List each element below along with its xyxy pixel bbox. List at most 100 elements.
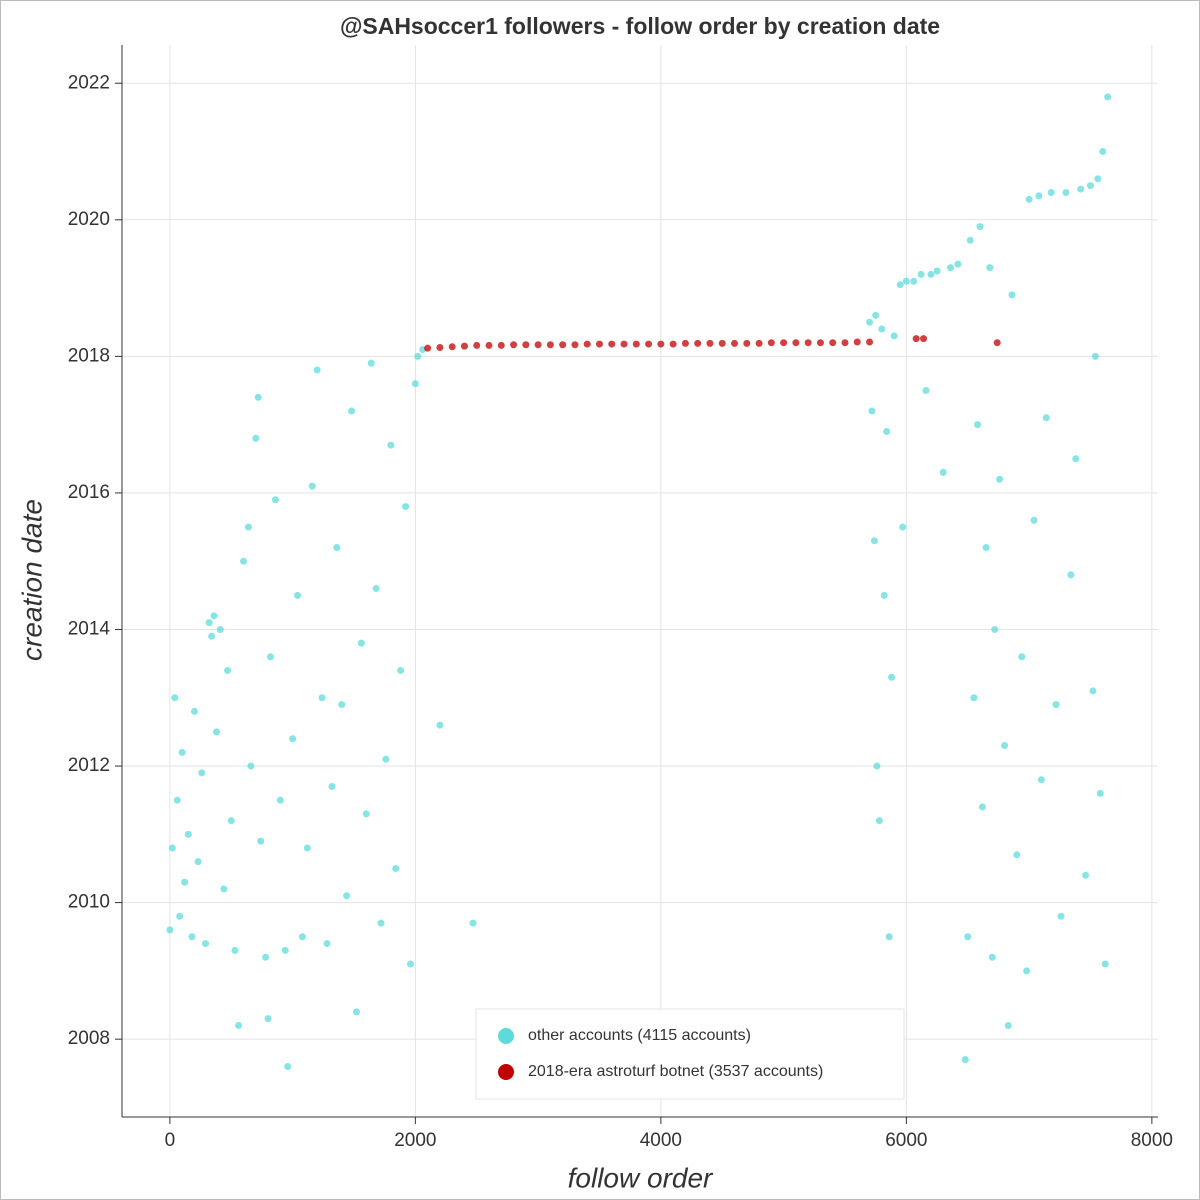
point [939, 468, 947, 476]
point [402, 503, 410, 511]
point [424, 344, 432, 352]
point [1018, 653, 1026, 661]
series [424, 335, 1001, 352]
point [1072, 455, 1080, 463]
point [974, 421, 982, 429]
point [173, 796, 181, 804]
point [392, 864, 400, 872]
point [866, 318, 874, 326]
point [546, 341, 554, 349]
point [1030, 516, 1038, 524]
point [1013, 851, 1021, 859]
point [875, 817, 883, 825]
point [571, 341, 579, 349]
point [878, 325, 886, 333]
point [205, 619, 213, 627]
point [988, 953, 996, 961]
x-tick-label: 4000 [640, 1130, 682, 1151]
point [178, 748, 186, 756]
legend-marker [498, 1028, 514, 1044]
point [343, 892, 351, 900]
point [933, 267, 941, 275]
point [485, 341, 493, 349]
point [235, 1022, 243, 1030]
point [166, 926, 174, 934]
point [510, 341, 518, 349]
point [829, 339, 837, 347]
point [1025, 195, 1033, 203]
point [1037, 776, 1045, 784]
point [414, 352, 422, 360]
point [888, 673, 896, 681]
point [961, 1056, 969, 1064]
point [220, 885, 228, 893]
point [176, 912, 184, 920]
y-tick-label: 2018 [68, 345, 110, 366]
point [1082, 871, 1090, 879]
point [338, 701, 346, 709]
point [352, 1008, 360, 1016]
point [460, 342, 468, 350]
point [896, 281, 904, 289]
x-axis-label: follow order [568, 1162, 714, 1193]
point [276, 796, 284, 804]
point [595, 340, 603, 348]
point [1099, 148, 1107, 156]
point [522, 341, 530, 349]
point [194, 858, 202, 866]
chart-title: @SAHsoccer1 followers - follow order by … [340, 13, 940, 39]
point [899, 523, 907, 531]
point [1091, 352, 1099, 360]
point [497, 341, 505, 349]
point [866, 338, 874, 346]
point [902, 277, 910, 285]
point [767, 339, 775, 347]
point [262, 953, 270, 961]
legend-box [475, 1008, 905, 1100]
point [469, 919, 477, 927]
point [224, 666, 232, 674]
point [1042, 414, 1050, 422]
y-tick-label: 2022 [68, 72, 110, 93]
point [382, 755, 390, 763]
point [912, 335, 920, 343]
point [1096, 789, 1104, 797]
point [804, 339, 812, 347]
point [669, 340, 677, 348]
y-tick-label: 2016 [68, 482, 110, 503]
point [920, 335, 928, 343]
legend-label: 2018-era astroturf botnet (3537 accounts… [528, 1063, 823, 1080]
point [890, 332, 898, 340]
point [313, 366, 321, 374]
point [201, 940, 209, 948]
legend-marker [498, 1064, 514, 1080]
y-tick-label: 2010 [68, 892, 110, 913]
point [1094, 175, 1102, 183]
point [608, 340, 616, 348]
point [190, 707, 198, 715]
point [208, 632, 216, 640]
point [1035, 192, 1043, 200]
point [792, 339, 800, 347]
point [694, 339, 702, 347]
point [171, 694, 179, 702]
y-tick-label: 2014 [68, 618, 111, 639]
point [168, 844, 176, 852]
point [298, 933, 306, 941]
point [681, 339, 689, 347]
point [986, 264, 994, 272]
point [1057, 912, 1065, 920]
point [210, 612, 218, 620]
x-tick-label: 8000 [1131, 1130, 1173, 1151]
point [755, 339, 763, 347]
point [1077, 185, 1085, 193]
point [993, 339, 1001, 347]
point [357, 639, 365, 647]
point [231, 946, 239, 954]
point [247, 762, 255, 770]
point [885, 933, 893, 941]
point [853, 338, 861, 346]
y-tick-label: 2020 [68, 209, 110, 230]
x-tick-label: 6000 [885, 1130, 927, 1151]
